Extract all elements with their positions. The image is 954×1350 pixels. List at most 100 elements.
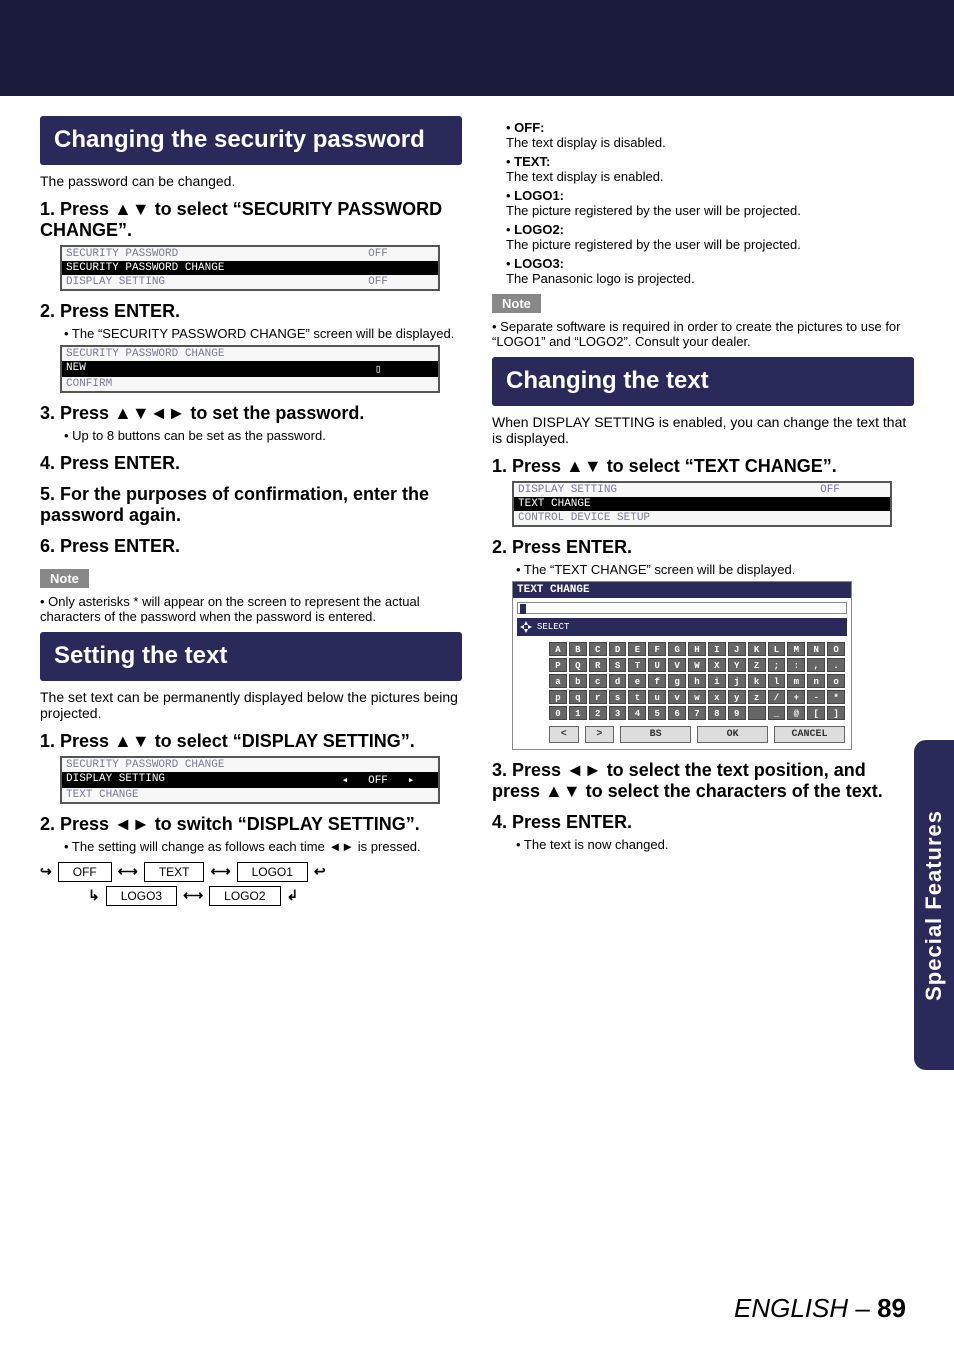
kbd-key: U bbox=[648, 658, 666, 672]
menu4-r1l: DISPLAY SETTING bbox=[514, 483, 770, 497]
kbd-key: T bbox=[628, 658, 646, 672]
kbd-btn-left: < bbox=[549, 726, 579, 743]
note-label-a: Note bbox=[40, 569, 89, 588]
menu1-r1r: OFF bbox=[318, 247, 438, 261]
right-column: • OFF:The text display is disabled. • TE… bbox=[492, 116, 914, 906]
kbd-key: k bbox=[748, 674, 766, 688]
note-text-a: • Only asterisks * will appear on the sc… bbox=[40, 594, 462, 624]
menu1-r3r: OFF bbox=[318, 275, 438, 289]
kbd-key: h bbox=[688, 674, 706, 688]
flow-logo2: LOGO2 bbox=[209, 886, 280, 906]
menu1-r2r bbox=[318, 261, 438, 275]
menu1-r1l: SECURITY PASSWORD bbox=[62, 247, 318, 261]
kbd-key: 9 bbox=[728, 706, 746, 720]
heading-security-password: Changing the security password bbox=[40, 116, 462, 165]
footer-lang: ENGLISH bbox=[734, 1293, 848, 1323]
kbd-key: m bbox=[787, 674, 805, 688]
loop-arrow-icon: ↩ bbox=[314, 863, 326, 880]
kbd-key: G bbox=[668, 642, 686, 656]
menu2-r3l: CONFIRM bbox=[62, 377, 318, 391]
menu3-r2l: DISPLAY SETTING bbox=[62, 772, 318, 788]
kbd-key: , bbox=[807, 658, 825, 672]
flow-logo3: LOGO3 bbox=[106, 886, 177, 906]
note-text-b: • Separate software is required in order… bbox=[492, 319, 914, 349]
intro-c: When DISPLAY SETTING is enabled, you can… bbox=[492, 414, 914, 446]
flow-arrow-icon: ↳ bbox=[88, 887, 100, 904]
kbd-key: X bbox=[708, 658, 726, 672]
flow-arrow-icon: ⟷ bbox=[183, 887, 203, 904]
kbd-key: e bbox=[628, 674, 646, 688]
kbd-key: . bbox=[827, 658, 845, 672]
kbd-key: _ bbox=[768, 706, 786, 720]
heading-setting-text: Setting the text bbox=[40, 632, 462, 681]
kbd-key: p bbox=[549, 690, 567, 704]
bullet-logo1: • LOGO1:The picture registered by the us… bbox=[506, 188, 914, 218]
kbd-title: TEXT CHANGE bbox=[513, 582, 851, 598]
kbd-key: ] bbox=[827, 706, 845, 720]
bullet-logo2: • LOGO2:The picture registered by the us… bbox=[506, 222, 914, 252]
step-c2: 2. Press ENTER. bbox=[492, 537, 914, 558]
menu4-r3l: CONTROL DEVICE SETUP bbox=[514, 511, 770, 525]
kbd-key: 4 bbox=[628, 706, 646, 720]
menu-display-setting: SECURITY PASSWORD CHANGE DISPLAY SETTING… bbox=[60, 756, 440, 804]
step-c1: 1. Press ▲▼ to select “TEXT CHANGE”. bbox=[492, 456, 914, 477]
kbd-key: i bbox=[708, 674, 726, 688]
menu3-r2la: ◂ bbox=[342, 775, 349, 787]
kbd-grid: ABCDEFGHIJKLMNOPQRSTUVWXYZ;:,.abcdefghij… bbox=[513, 638, 851, 722]
bullet-off: • OFF:The text display is disabled. bbox=[506, 120, 914, 150]
kbd-key: A bbox=[549, 642, 567, 656]
kbd-key: w bbox=[688, 690, 706, 704]
step-6: 6. Press ENTER. bbox=[40, 536, 462, 557]
kbd-key: K bbox=[748, 642, 766, 656]
kbd-key: J bbox=[728, 642, 746, 656]
side-tab-label: Special Features bbox=[921, 810, 947, 1001]
kbd-btn-cancel: CANCEL bbox=[774, 726, 845, 743]
footer-sep: – bbox=[848, 1293, 877, 1323]
step-c4b: • The text is now changed. bbox=[516, 837, 914, 852]
loop-arrow-icon: ↪ bbox=[40, 863, 52, 880]
kbd-key: d bbox=[609, 674, 627, 688]
kbd-key: [ bbox=[807, 706, 825, 720]
kbd-key: j bbox=[728, 674, 746, 688]
kbd-key: E bbox=[628, 642, 646, 656]
menu3-r3r bbox=[318, 788, 438, 802]
menu1-r3l: DISPLAY SETTING bbox=[62, 275, 318, 289]
menu2-r2l: NEW bbox=[62, 361, 318, 377]
step-b1: 1. Press ▲▼ to select “DISPLAY SETTING”. bbox=[40, 731, 462, 752]
kbd-key: 6 bbox=[668, 706, 686, 720]
menu3-r1r bbox=[318, 758, 438, 772]
kbd-input-bar bbox=[517, 602, 847, 614]
footer-page: 89 bbox=[877, 1293, 906, 1323]
flow-logo1: LOGO1 bbox=[237, 862, 308, 882]
kbd-key: / bbox=[768, 690, 786, 704]
kbd-key: B bbox=[569, 642, 587, 656]
kbd-key: N bbox=[807, 642, 825, 656]
step-c3: 3. Press ◄► to select the text position,… bbox=[492, 760, 914, 802]
menu-security: SECURITY PASSWORDOFF SECURITY PASSWORD C… bbox=[60, 245, 440, 291]
kbd-key: g bbox=[668, 674, 686, 688]
menu2-r2r: ▯ bbox=[318, 361, 438, 377]
kbd-key: * bbox=[827, 690, 845, 704]
kbd-key: ; bbox=[768, 658, 786, 672]
kbd-key: c bbox=[589, 674, 607, 688]
kbd-key: Z bbox=[748, 658, 766, 672]
step-b2: 2. Press ◄► to switch “DISPLAY SETTING”. bbox=[40, 814, 462, 835]
step-3: 3. Press ▲▼◄► to set the password. bbox=[40, 403, 462, 424]
step-1: 1. Press ▲▼ to select “SECURITY PASSWORD… bbox=[40, 199, 462, 241]
flow-row-1: ↪ OFF ⟷ TEXT ⟷ LOGO1 ↩ bbox=[40, 862, 462, 882]
kbd-select-row: SELECT bbox=[517, 618, 847, 636]
flow-text: TEXT bbox=[144, 862, 205, 882]
heading-changing-text: Changing the text bbox=[492, 357, 914, 406]
menu3-r3l: TEXT CHANGE bbox=[62, 788, 318, 802]
kbd-key: O bbox=[827, 642, 845, 656]
kbd-key: n bbox=[807, 674, 825, 688]
kbd-key: y bbox=[728, 690, 746, 704]
kbd-btn-bs: BS bbox=[620, 726, 691, 743]
step-2: 2. Press ENTER. bbox=[40, 301, 462, 322]
flow-arrow-icon: ⟷ bbox=[118, 863, 138, 880]
kbd-key: F bbox=[648, 642, 666, 656]
kbd-cursor bbox=[520, 604, 526, 614]
kbd-key: - bbox=[807, 690, 825, 704]
kbd-btn-ok: OK bbox=[697, 726, 768, 743]
kbd-key: 2 bbox=[589, 706, 607, 720]
